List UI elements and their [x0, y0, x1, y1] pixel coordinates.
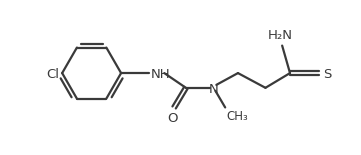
Text: NH: NH: [151, 68, 170, 81]
Text: H₂N: H₂N: [268, 29, 293, 42]
Text: N: N: [209, 83, 218, 96]
Text: S: S: [323, 68, 332, 81]
Text: CH₃: CH₃: [226, 110, 248, 123]
Text: O: O: [167, 112, 177, 125]
Text: Cl: Cl: [46, 68, 59, 81]
